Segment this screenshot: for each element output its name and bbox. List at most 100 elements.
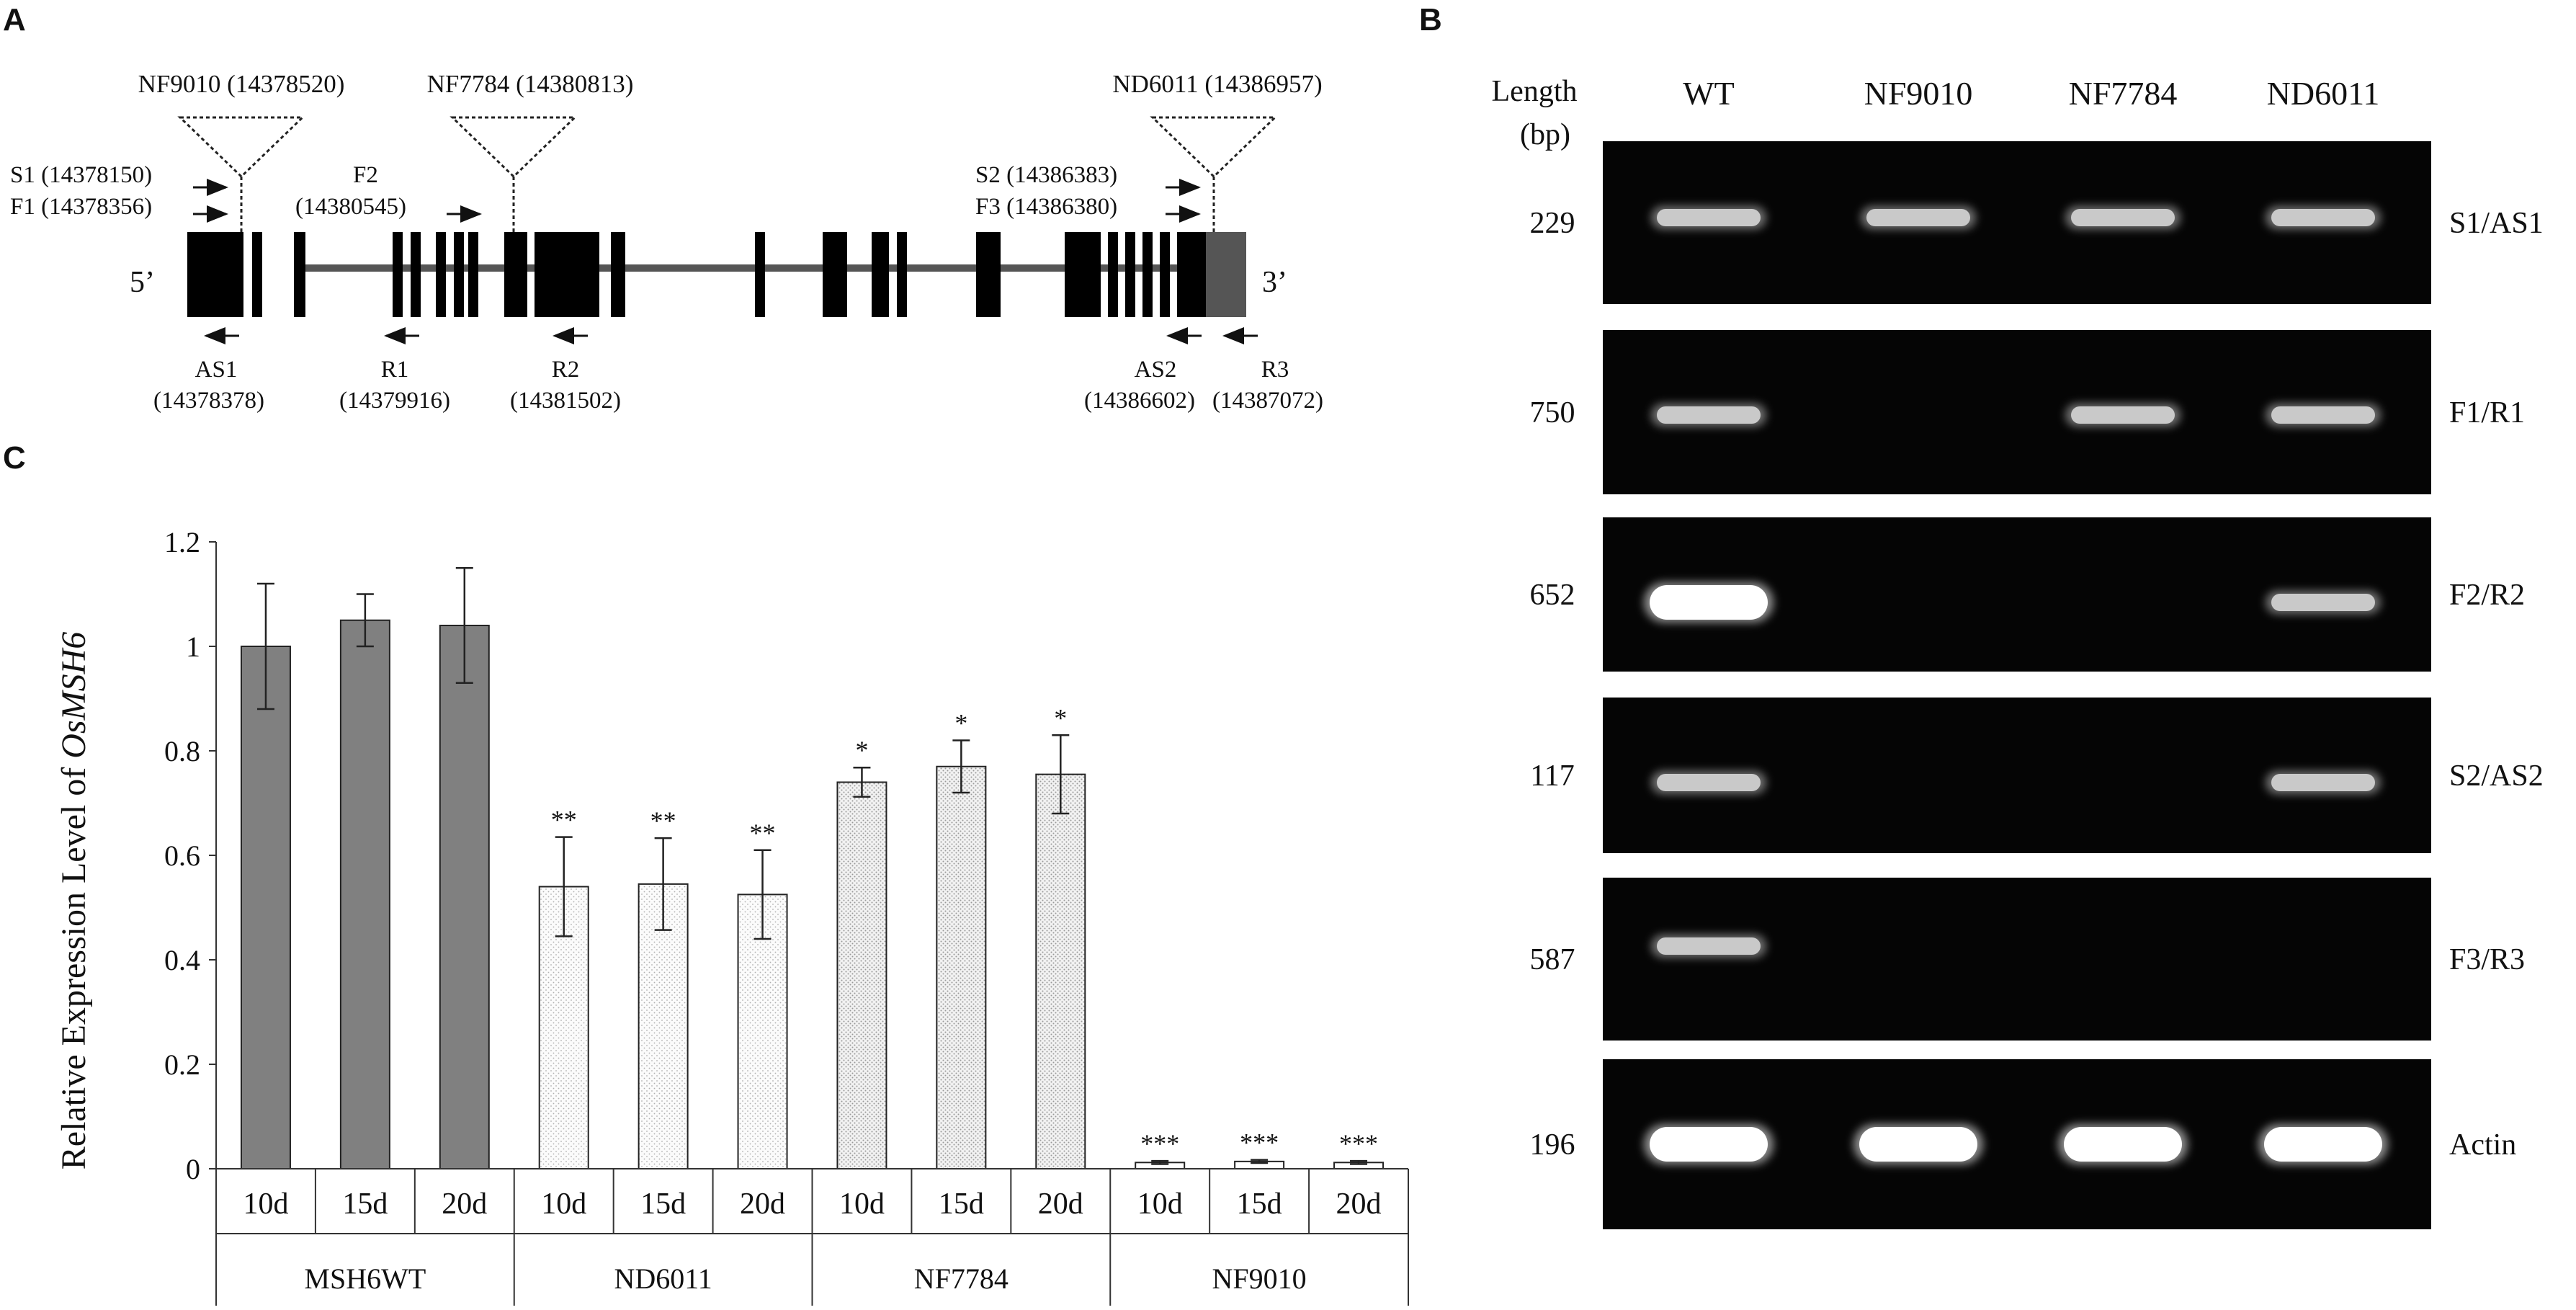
primer-label-f3: F3 (14386380): [975, 194, 1117, 220]
panel-label-b: B: [1419, 2, 1442, 37]
bar: [638, 883, 689, 1169]
primer-label-as1-position: (14378378): [153, 388, 264, 414]
gel-band: [2271, 209, 2375, 226]
significance-marker: *: [954, 709, 967, 738]
insertion-label-nf9010: NF9010 (14378520): [138, 70, 345, 98]
gel-panel: Length (bp) WT NF9010 NF7784 ND6011 229 S1/A…: [1492, 75, 2544, 1229]
significance-marker: *: [855, 736, 868, 765]
band-length-label: 117: [1530, 759, 1574, 793]
exon: [411, 232, 421, 317]
gel-row: 117 S2/AS2: [1530, 698, 2544, 853]
insertion-label-nd6011: ND6011 (14386957): [1112, 70, 1322, 98]
y-axis-label-gene: OsMSH6: [55, 632, 93, 759]
band-length-label: 229: [1530, 207, 1575, 240]
x-category-label: 10d: [839, 1188, 885, 1221]
gel-row: 587 F3/R3: [1530, 878, 2525, 1041]
bar: [339, 619, 390, 1169]
length-header: Length: [1492, 75, 1578, 108]
x-category-label: 15d: [939, 1188, 984, 1221]
primer-label-f1: F1 (14378356): [10, 194, 152, 220]
gel-row: 652 F2/R2: [1530, 517, 2525, 672]
primer-label-f2-position: (14380545): [295, 194, 406, 220]
gel-band: [2271, 774, 2375, 791]
primer-label-s2: S2 (14386383): [975, 162, 1117, 188]
gel-row: 196 Actin: [1530, 1059, 2516, 1229]
x-category-label: 15d: [1237, 1188, 1282, 1221]
primer-label-r1-position: (14379916): [339, 388, 450, 414]
significance-marker: *: [1054, 703, 1067, 732]
bar: [1035, 773, 1086, 1169]
primer-pair-label: F3/R3: [2449, 943, 2525, 976]
gel-row: 750 F1/R1: [1530, 330, 2525, 494]
gel-band: [2271, 594, 2375, 611]
primer-pair-label: S2/AS2: [2449, 759, 2544, 793]
x-category-label: 15d: [342, 1188, 388, 1221]
primer-pair-label: Actin: [2449, 1128, 2516, 1162]
primer-pair-label: F2/R2: [2449, 579, 2525, 612]
x-category-label: 10d: [243, 1188, 288, 1221]
primer-label-r3: R3: [1261, 357, 1289, 383]
gene-structure-diagram: 5’ 3’ NF9010 (14378520) NF7784 (14380813…: [10, 70, 1323, 414]
length-unit-header: (bp): [1520, 118, 1570, 151]
y-tick-label: 0.6: [164, 839, 200, 872]
exon: [454, 232, 464, 317]
exon: [1160, 232, 1170, 317]
primer-label-as1: AS1: [195, 357, 238, 383]
bar: [439, 625, 490, 1169]
gel-band: [1650, 585, 1768, 620]
x-group-label: ND6011: [614, 1262, 712, 1295]
primer-label-r3-position: (14387072): [1212, 388, 1323, 414]
x-axis: 10d 15d 20d MSH6WT 10d 15d 20d ND6011 10d 15d 20d N…: [215, 1168, 1409, 1306]
y-axis-label: Relative Expression Level of OsMSH6: [55, 632, 93, 1170]
x-group-label: MSH6WT: [304, 1262, 426, 1295]
y-axis-label-prefix: Relative Expression Level of: [55, 759, 93, 1170]
bar: [936, 765, 987, 1169]
band-length-label: 652: [1530, 579, 1575, 612]
bar: [737, 894, 788, 1169]
x-group-label: NF7784: [914, 1262, 1009, 1295]
exon: [1065, 232, 1101, 317]
exon: [1177, 232, 1206, 317]
gel-band: [2064, 1127, 2182, 1162]
primer-label-f2: F2: [353, 162, 378, 188]
exon: [504, 232, 527, 317]
gel-band: [2271, 406, 2375, 424]
y-tick-label: 0.4: [164, 944, 200, 976]
exon: [755, 232, 765, 317]
exon: [1142, 232, 1153, 317]
gel-band: [2071, 406, 2175, 424]
gel-lane-headers: WT NF9010 NF7784 ND6011: [1683, 75, 2379, 112]
intron-line: [303, 264, 1246, 272]
primer-label-as2-position: (14386602): [1084, 388, 1195, 414]
band-length-label: 587: [1530, 943, 1575, 976]
exon: [393, 232, 403, 317]
gel-lane-header: ND6011: [2267, 75, 2380, 112]
x-category-label: 10d: [1137, 1188, 1183, 1221]
exon: [872, 232, 889, 317]
exon: [436, 232, 446, 317]
x-category-label: 20d: [1038, 1188, 1083, 1221]
gel-band: [1866, 209, 1970, 226]
expression-bar-chart: Relative Expression Level of OsMSH6 0 0.2…: [55, 526, 1409, 1306]
panel-label-a: A: [3, 2, 26, 37]
x-category-label: 10d: [541, 1188, 586, 1221]
x-category-label: 20d: [442, 1188, 487, 1221]
exon: [468, 232, 478, 317]
gel-band: [1657, 209, 1761, 226]
y-tick-label: 1.2: [164, 526, 200, 558]
exon-blocks: [187, 232, 1206, 317]
gel-band: [1650, 1127, 1768, 1162]
significance-marker: ***: [1140, 1129, 1179, 1158]
x-category-label: 15d: [640, 1188, 686, 1221]
primer-label-r1: R1: [381, 357, 409, 383]
gel-image: [1603, 878, 2431, 1041]
x-category-label: 20d: [740, 1188, 785, 1221]
bar: [836, 781, 887, 1169]
significance-marker: **: [551, 806, 577, 834]
gel-lane-header: WT: [1683, 75, 1735, 112]
x-group-label: NF9010: [1212, 1262, 1307, 1295]
panel-label-c: C: [3, 440, 26, 476]
exon: [1125, 232, 1135, 317]
bars: ** ** **** **** *** ***: [240, 567, 1385, 1170]
